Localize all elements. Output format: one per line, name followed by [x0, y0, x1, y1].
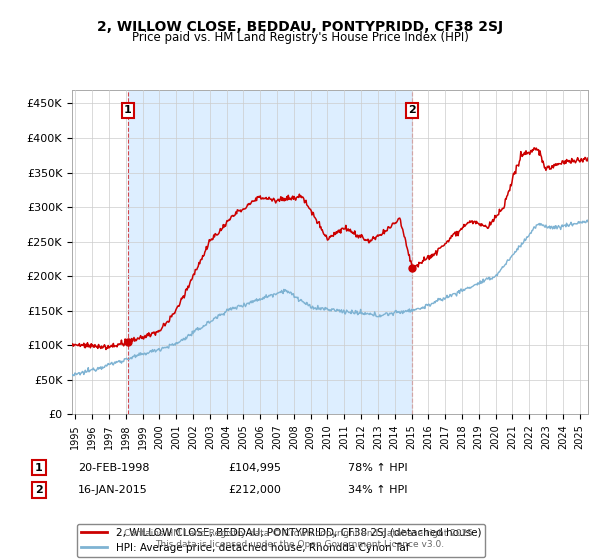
Text: 34% ↑ HPI: 34% ↑ HPI [348, 485, 407, 495]
Text: Contains HM Land Registry data © Crown copyright and database right 2025.
This d: Contains HM Land Registry data © Crown c… [124, 529, 476, 549]
Text: 2: 2 [409, 105, 416, 115]
Text: £104,995: £104,995 [228, 463, 281, 473]
Text: £212,000: £212,000 [228, 485, 281, 495]
Text: 2: 2 [35, 485, 43, 495]
Text: 20-FEB-1998: 20-FEB-1998 [78, 463, 149, 473]
Text: 2, WILLOW CLOSE, BEDDAU, PONTYPRIDD, CF38 2SJ: 2, WILLOW CLOSE, BEDDAU, PONTYPRIDD, CF3… [97, 20, 503, 34]
Text: Price paid vs. HM Land Registry's House Price Index (HPI): Price paid vs. HM Land Registry's House … [131, 31, 469, 44]
Legend: 2, WILLOW CLOSE, BEDDAU, PONTYPRIDD, CF38 2SJ (detached house), HPI: Average pri: 2, WILLOW CLOSE, BEDDAU, PONTYPRIDD, CF3… [77, 524, 485, 557]
Text: 1: 1 [124, 105, 132, 115]
Bar [128, 90, 412, 414]
Text: 16-JAN-2015: 16-JAN-2015 [78, 485, 148, 495]
Text: 1: 1 [35, 463, 43, 473]
Text: 78% ↑ HPI: 78% ↑ HPI [348, 463, 407, 473]
